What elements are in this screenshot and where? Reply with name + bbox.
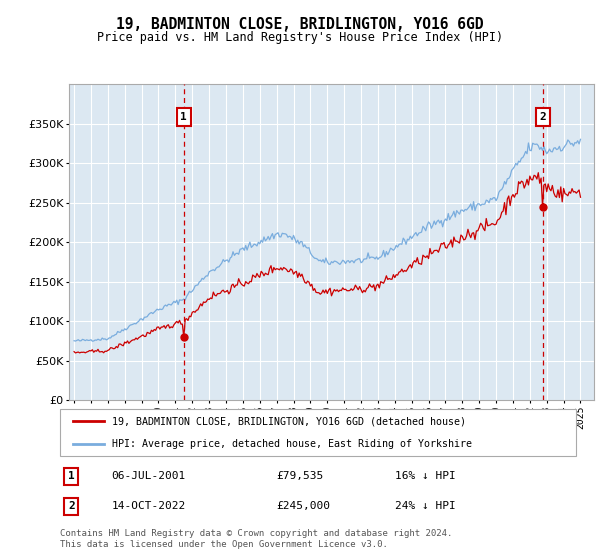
- Text: 14-OCT-2022: 14-OCT-2022: [112, 501, 186, 511]
- Text: 2: 2: [68, 501, 75, 511]
- Text: £245,000: £245,000: [277, 501, 331, 511]
- Text: 2: 2: [540, 112, 547, 122]
- Text: Contains HM Land Registry data © Crown copyright and database right 2024.
This d: Contains HM Land Registry data © Crown c…: [60, 529, 452, 549]
- Text: 06-JUL-2001: 06-JUL-2001: [112, 471, 186, 481]
- Text: 16% ↓ HPI: 16% ↓ HPI: [395, 471, 456, 481]
- Text: £79,535: £79,535: [277, 471, 324, 481]
- Text: 1: 1: [68, 471, 75, 481]
- Text: 19, BADMINTON CLOSE, BRIDLINGTON, YO16 6GD (detached house): 19, BADMINTON CLOSE, BRIDLINGTON, YO16 6…: [112, 416, 466, 426]
- Text: Price paid vs. HM Land Registry's House Price Index (HPI): Price paid vs. HM Land Registry's House …: [97, 31, 503, 44]
- Text: 19, BADMINTON CLOSE, BRIDLINGTON, YO16 6GD: 19, BADMINTON CLOSE, BRIDLINGTON, YO16 6…: [116, 17, 484, 32]
- Text: HPI: Average price, detached house, East Riding of Yorkshire: HPI: Average price, detached house, East…: [112, 439, 472, 449]
- Text: 24% ↓ HPI: 24% ↓ HPI: [395, 501, 456, 511]
- Text: 1: 1: [181, 112, 187, 122]
